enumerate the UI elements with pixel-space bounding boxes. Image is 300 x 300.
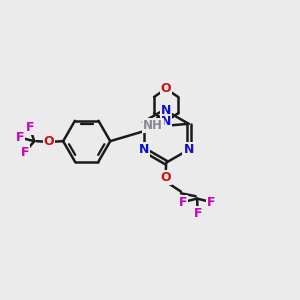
Text: F: F [207,196,215,208]
Text: F: F [26,122,34,134]
Text: F: F [21,146,29,159]
Text: O: O [160,172,171,184]
Text: F: F [16,131,24,144]
Text: F: F [179,196,187,208]
Text: F: F [194,207,202,220]
Text: NH: NH [143,118,163,132]
Text: O: O [44,135,54,148]
Text: N: N [161,104,171,117]
Text: N: N [139,143,149,156]
Text: O: O [160,82,171,95]
Text: N: N [161,115,171,128]
Text: N: N [183,143,194,156]
